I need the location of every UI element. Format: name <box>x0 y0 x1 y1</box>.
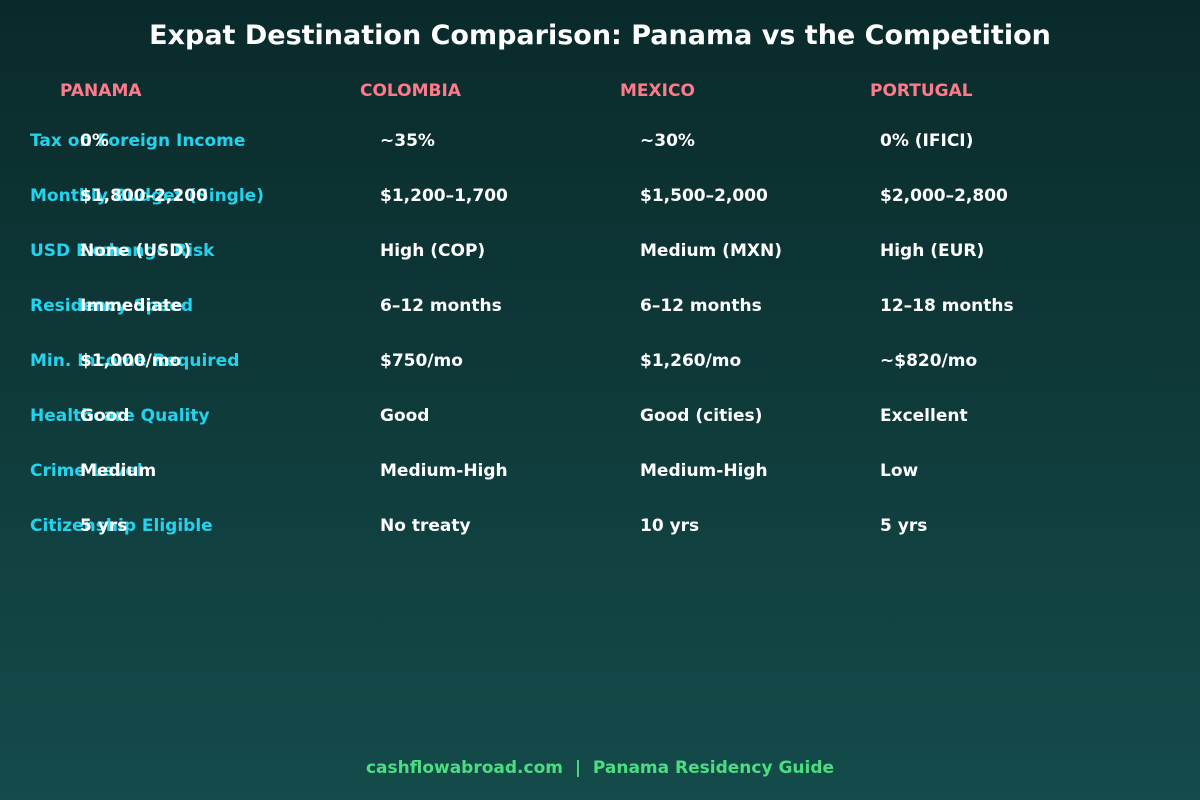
cell-mexico-residency-speed: 6–12 months <box>640 296 762 316</box>
cell-portugal-min-income: ~$820/mo <box>880 351 978 371</box>
cell-panama-crime: Medium <box>80 461 157 481</box>
cell-mexico-tax: ~30% <box>640 131 695 151</box>
cell-colombia-residency-speed: 6–12 months <box>380 296 502 316</box>
cell-colombia-min-income: $750/mo <box>380 351 463 371</box>
row-label-residency-speed: Residency Speed <box>30 296 194 316</box>
cell-panama-residency-speed: Immediate <box>80 296 183 316</box>
cell-portugal-tax: 0% (IFICI) <box>880 131 974 151</box>
cell-colombia-exchange-risk: High (COP) <box>380 241 486 261</box>
cell-portugal-exchange-risk: High (EUR) <box>880 241 985 261</box>
cell-colombia-healthcare: Good <box>380 406 430 426</box>
footer-credit: cashflowabroad.com | Panama Residency Gu… <box>365 758 835 778</box>
cell-colombia-crime: Medium-High <box>380 461 508 481</box>
row-label-healthcare: Healthcare Quality <box>30 406 210 426</box>
cell-mexico-crime: Medium-High <box>640 461 768 481</box>
page-title: Expat Destination Comparison: Panama vs … <box>149 20 1051 51</box>
row-label-citizenship: Citizenship Eligible <box>30 516 213 536</box>
column-header-colombia: COLOMBIA <box>360 81 461 101</box>
cell-portugal-healthcare: Excellent <box>880 406 968 426</box>
column-header-portugal: PORTUGAL <box>870 81 973 101</box>
cell-panama-healthcare: Good <box>80 406 130 426</box>
cell-mexico-healthcare: Good (cities) <box>640 406 763 426</box>
column-header-mexico: MEXICO <box>620 81 695 101</box>
cell-portugal-citizenship: 5 yrs <box>880 516 928 536</box>
cell-panama-exchange-risk: None (USD) <box>80 241 192 261</box>
column-header-panama: PANAMA <box>60 81 142 101</box>
cell-colombia-tax: ~35% <box>380 131 435 151</box>
cell-panama-citizenship: 5 yrs <box>80 516 128 536</box>
cell-panama-budget: $1,800–2,200 <box>80 186 208 206</box>
cell-colombia-budget: $1,200–1,700 <box>380 186 508 206</box>
cell-mexico-exchange-risk: Medium (MXN) <box>640 241 782 261</box>
cell-colombia-citizenship: No treaty <box>380 516 471 536</box>
cell-mexico-min-income: $1,260/mo <box>640 351 742 371</box>
row-label-min-income: Min. Income Required <box>30 351 240 371</box>
row-label-crime: Crime Level <box>30 461 143 481</box>
cell-portugal-budget: $2,000–2,800 <box>880 186 1008 206</box>
cell-mexico-budget: $1,500–2,000 <box>640 186 768 206</box>
cell-portugal-residency-speed: 12–18 months <box>880 296 1014 316</box>
row-label-budget: Monthly Budget (Single) <box>30 186 264 206</box>
cell-panama-tax: 0% <box>80 131 109 151</box>
cell-mexico-citizenship: 10 yrs <box>640 516 700 536</box>
row-label-tax: Tax on Foreign Income <box>30 131 246 151</box>
row-label-exchange-risk: USD Exchange Risk <box>30 241 215 261</box>
cell-panama-min-income: $1,000/mo <box>80 351 182 371</box>
cell-portugal-crime: Low <box>880 461 919 481</box>
